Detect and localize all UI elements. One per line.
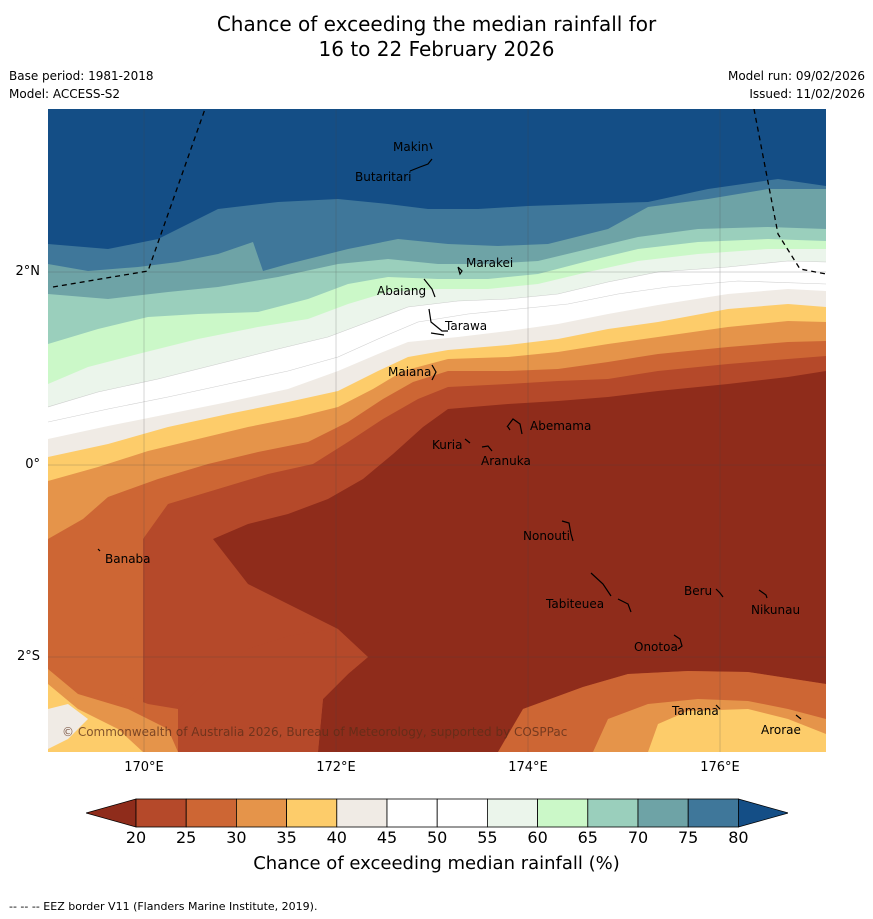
- label-banaba: Banaba: [105, 552, 151, 566]
- meta-left: Base period: 1981-2018 Model: ACCESS-S2: [9, 67, 154, 103]
- band-south-20-25: [178, 629, 368, 752]
- island-marakei: [457, 266, 463, 276]
- island-tamana: [715, 704, 721, 710]
- label-beru: Beru: [684, 584, 712, 598]
- colorbar-cell: [235, 798, 287, 828]
- lat-label-2n: 2°N: [15, 264, 41, 279]
- colorbar-arrow-low: [86, 798, 137, 828]
- colorbar-cell: [687, 798, 739, 828]
- island-nikunau: [758, 589, 768, 599]
- title-line-1: Chance of exceeding the median rainfall …: [216, 12, 657, 36]
- island-banaba: [97, 548, 101, 552]
- island-arorae: [795, 714, 802, 720]
- island-tabiteuea: [590, 572, 632, 613]
- lon-label-172e: 172°E: [316, 760, 356, 775]
- band-below-20: [213, 371, 826, 752]
- label-abemama: Abemama: [530, 419, 591, 433]
- colorbar-cells: [86, 798, 788, 828]
- colorbar-cell: [386, 798, 438, 828]
- colorbar-tick-label: 35: [276, 828, 297, 847]
- label-nonouti: Nonouti: [523, 529, 570, 543]
- band-south-east-35-40: [648, 709, 826, 752]
- label-kuria: Kuria: [432, 438, 463, 452]
- island-makin: [429, 142, 433, 150]
- label-tabiteuea: Tabiteuea: [545, 597, 604, 611]
- label-tarawa: Tarawa: [444, 319, 487, 333]
- colorbar-tick-label: 40: [326, 828, 347, 847]
- colorbar-tick-label: 50: [427, 828, 448, 847]
- colorbar-tick-label: 75: [678, 828, 699, 847]
- island-abaiang: [423, 278, 436, 298]
- island-outlines: [97, 142, 802, 720]
- label-abaiang: Abaiang: [377, 284, 426, 298]
- label-arorae: Arorae: [761, 723, 801, 737]
- grid-lines: [48, 109, 826, 752]
- label-butaritari: Butaritari: [355, 170, 412, 184]
- eez-borders: [52, 109, 826, 288]
- colorbar: [86, 798, 788, 828]
- label-tamana: Tamana: [671, 704, 719, 718]
- lat-label-2s: 2°S: [16, 649, 40, 664]
- colorbar-tick-label: 20: [125, 828, 147, 847]
- colorbar-cell: [587, 798, 639, 828]
- colorbar-tick-label: 70: [627, 828, 649, 847]
- colorbar-cell: [537, 798, 589, 828]
- lon-label-176e: 176°E: [700, 760, 740, 775]
- label-onotoa: Onotoa: [634, 640, 678, 654]
- colorbar-cell: [486, 798, 538, 828]
- colorbar-tick-label: 25: [176, 828, 197, 847]
- rainfall-map: Makin Butaritari Marakei Abaiang Tarawa …: [48, 109, 826, 752]
- colorbar-tick-label: 60: [527, 828, 548, 847]
- island-abemama: [506, 418, 523, 435]
- colorbar-tick-label: 45: [376, 828, 398, 847]
- eez-footnote: -- -- -- EEZ border V11 (Flanders Marine…: [9, 900, 318, 913]
- label-maiana: Maiana: [388, 365, 431, 379]
- island-maiana: [431, 364, 437, 381]
- band-south-west-40-45: [48, 704, 88, 749]
- base-period: Base period: 1981-2018: [9, 69, 154, 83]
- colorbar-tick-label: 30: [226, 828, 247, 847]
- title-line-2: 16 to 22 February 2026: [318, 37, 555, 61]
- model-name: Model: ACCESS-S2: [9, 87, 121, 101]
- colorbar-cell: [336, 798, 388, 828]
- label-nikunau: Nikunau: [751, 603, 800, 617]
- lon-label-170e: 170°E: [124, 760, 164, 775]
- island-tarawa: [428, 308, 448, 336]
- island-butaritari: [409, 158, 433, 172]
- label-aranuka: Aranuka: [481, 454, 531, 468]
- colorbar-tick-label: 55: [477, 828, 498, 847]
- label-marakei: Marakei: [466, 256, 513, 270]
- island-onotoa: [673, 634, 683, 650]
- lat-label-0: 0°: [25, 457, 40, 472]
- model-run: Model run: 09/02/2026: [727, 69, 865, 83]
- map-title: Chance of exceeding the median rainfall …: [0, 12, 873, 62]
- island-aranuka: [481, 445, 493, 452]
- colorbar-arrow-high: [738, 798, 788, 828]
- colorbar-tick-label: 65: [577, 828, 598, 847]
- copyright-notice: © Commonwealth of Australia 2026, Bureau…: [62, 725, 567, 739]
- contour-lines: [48, 260, 826, 423]
- colorbar-cell: [185, 798, 237, 828]
- colorbar-cell: [436, 798, 488, 828]
- colorbar-cell: [637, 798, 689, 828]
- colorbar-cell: [135, 798, 187, 828]
- label-makin: Makin: [393, 140, 429, 154]
- lon-label-174e: 174°E: [508, 760, 548, 775]
- issued-date: Issued: 11/02/2026: [749, 87, 865, 101]
- colorbar-title: Chance of exceeding median rainfall (%): [253, 853, 620, 874]
- colorbar-tick-label: 80: [728, 828, 749, 847]
- island-nonouti: [561, 520, 574, 542]
- meta-right: Model run: 09/02/2026 Issued: 11/02/2026: [728, 67, 865, 103]
- place-labels: Makin Butaritari Marakei Abaiang Tarawa …: [105, 140, 801, 737]
- colorbar-cell: [286, 798, 338, 828]
- island-beru: [715, 588, 724, 598]
- island-kuria: [464, 438, 471, 444]
